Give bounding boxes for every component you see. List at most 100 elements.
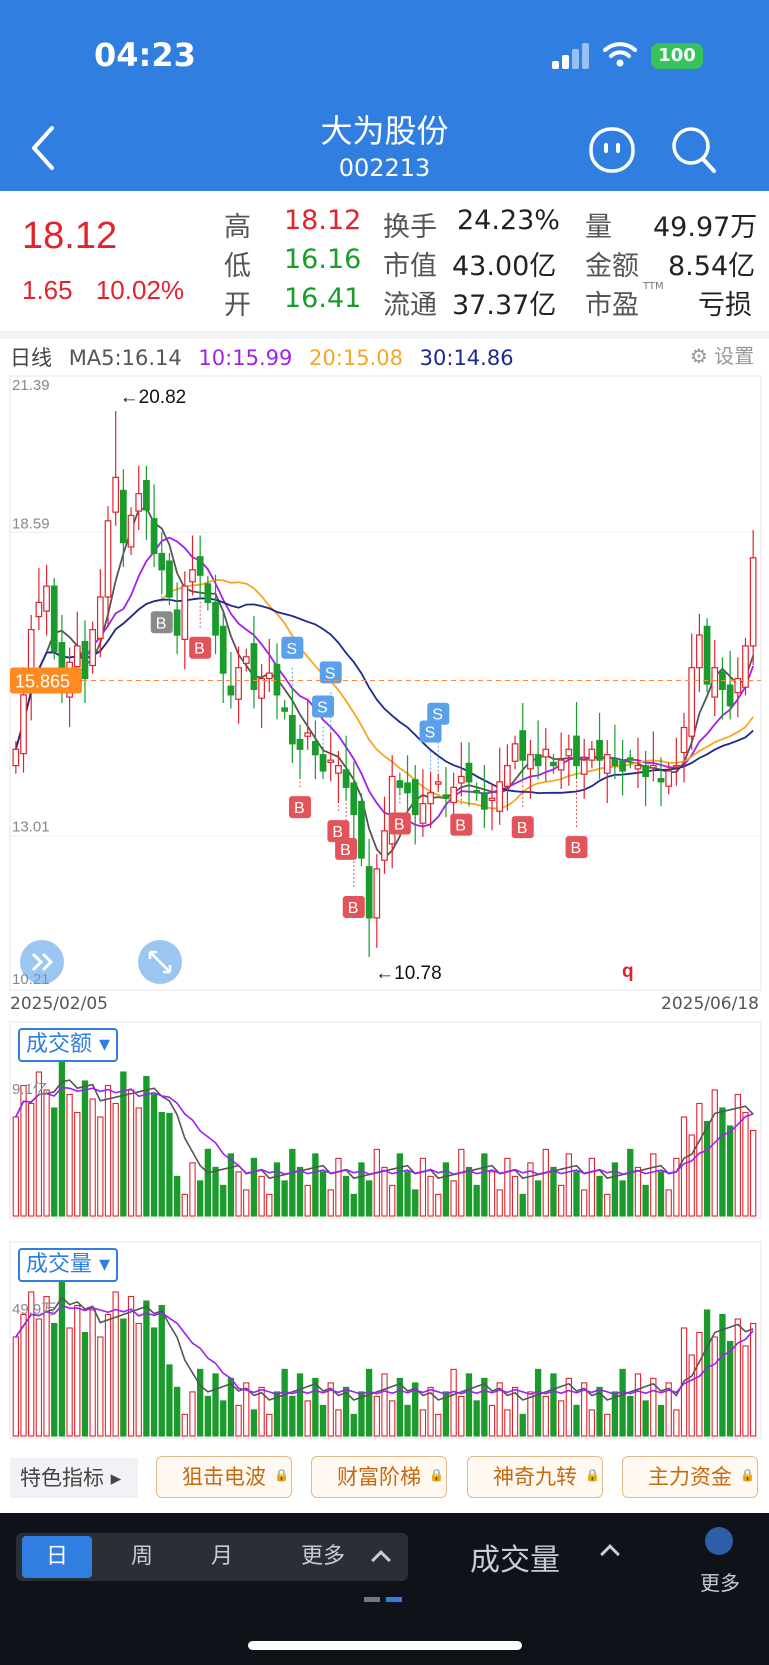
candle-body	[50, 585, 58, 652]
volume-bar	[189, 1391, 196, 1437]
candle-body	[742, 645, 749, 688]
volume-bar	[89, 1098, 96, 1217]
volume-bar	[189, 1162, 196, 1217]
volume-bar	[673, 1409, 680, 1437]
amount-indicator-button[interactable]: 成交额 ▾	[18, 1028, 119, 1062]
candle-body	[312, 741, 319, 756]
back-button[interactable]	[22, 120, 66, 176]
volume-bar	[350, 1193, 357, 1217]
volume-bar	[127, 1089, 135, 1217]
volume-bar	[235, 1404, 242, 1437]
candle-body	[457, 775, 465, 784]
volume-bar	[588, 1409, 596, 1437]
volume-bar	[665, 1382, 672, 1437]
volume-bar	[703, 1120, 711, 1217]
change-amount: 1.65	[22, 275, 73, 305]
candle-body	[112, 476, 120, 513]
volume-bar	[204, 1395, 212, 1437]
turnover-label: 换手	[383, 212, 437, 243]
volume-bar	[573, 1171, 580, 1217]
volume-bar	[688, 1354, 695, 1437]
buy-signal	[342, 895, 365, 918]
candle-body	[166, 560, 173, 598]
volume-bar	[473, 1400, 480, 1437]
candle-body	[296, 738, 304, 750]
volume-bar	[573, 1404, 580, 1437]
volume-bar	[458, 1395, 465, 1437]
chevron-up-icon[interactable]	[371, 1550, 391, 1570]
chat-face-icon[interactable]	[588, 126, 636, 174]
candle-body	[703, 625, 711, 685]
more-label[interactable]: 更多	[700, 1571, 740, 1595]
candle-body	[104, 520, 112, 598]
volume-bar	[143, 1300, 150, 1437]
volume-bar	[35, 1071, 43, 1217]
candle-body	[189, 569, 196, 583]
candle-body	[465, 762, 473, 783]
volume-bar	[642, 1400, 649, 1437]
volume-bar	[389, 1400, 396, 1437]
candle-body	[680, 726, 688, 754]
signal-letter: S	[325, 665, 336, 682]
volume-bar	[465, 1166, 473, 1217]
candle-body	[388, 775, 396, 845]
float-value: 37.37亿	[452, 290, 557, 321]
volume-bar	[519, 1193, 526, 1217]
period-more[interactable]: 更多	[300, 1544, 345, 1569]
settings-button[interactable]: ⚙ 设置	[690, 344, 755, 368]
vol-label: 量	[585, 212, 612, 243]
volume-bar	[373, 1148, 380, 1217]
candle-body	[258, 677, 265, 699]
volume-bar	[604, 1413, 611, 1437]
period-day[interactable]: 日	[22, 1536, 92, 1578]
high-label: 高	[224, 212, 251, 243]
volume-bar	[534, 1368, 542, 1437]
volume-bar	[51, 1107, 58, 1217]
tool-magic-nine[interactable]: 神奇九转 🔒	[467, 1456, 603, 1498]
open-value: 16.41	[284, 283, 362, 314]
volume-bar	[542, 1148, 549, 1217]
volume-bar	[657, 1404, 665, 1437]
volume-bar	[112, 1102, 119, 1217]
candle-body	[20, 694, 27, 755]
date-start: 2025/02/05	[10, 994, 108, 1014]
candle-body	[150, 518, 158, 555]
amount-bars: 9.1亿	[12, 1035, 757, 1217]
indicator-selector[interactable]: 成交量	[470, 1543, 560, 1578]
volume-bar	[389, 1184, 396, 1217]
volume-ma-line	[15, 1304, 754, 1396]
candle-body	[404, 782, 411, 794]
period-week[interactable]: 周	[130, 1544, 153, 1569]
double-chevron-icon	[31, 952, 54, 972]
volume-bar	[235, 1171, 242, 1217]
volume-bar	[542, 1395, 549, 1437]
mktcap-value: 43.00亿	[452, 251, 557, 282]
tool-wealth-ladder[interactable]: 财富阶梯 🔒	[311, 1456, 447, 1498]
candle-body	[734, 677, 742, 694]
signal-letter: S	[425, 725, 436, 742]
volume-bar	[342, 1175, 350, 1217]
search-icon[interactable]	[669, 124, 719, 176]
candle-body	[73, 645, 81, 668]
volume-bar	[450, 1368, 457, 1437]
tool-main-funds[interactable]: 主力资金 🔒	[622, 1456, 758, 1498]
volume-indicator-button[interactable]: 成交量 ▾	[18, 1248, 119, 1282]
more-icon[interactable]	[705, 1527, 733, 1555]
volume-bar	[511, 1386, 519, 1437]
volume-bars: 49.9万	[12, 1255, 757, 1437]
chevron-up-icon[interactable]	[600, 1544, 620, 1564]
volume-bar	[89, 1309, 96, 1437]
signal-letter: S	[317, 700, 328, 717]
tool-sniper-wave[interactable]: 狙击电波 🔒	[156, 1456, 292, 1498]
feature-indicator-button[interactable]: 特色指标 ▸	[10, 1458, 138, 1498]
volume-bar	[319, 1171, 327, 1217]
volume-bar	[173, 1386, 181, 1437]
volume-bar	[258, 1386, 265, 1437]
volume-bar	[243, 1382, 250, 1437]
volume-bar	[673, 1157, 680, 1217]
y-tick-label: 18.59	[12, 515, 50, 532]
candle-body	[288, 714, 296, 745]
candle-body	[534, 754, 542, 767]
period-month[interactable]: 月	[210, 1544, 233, 1569]
